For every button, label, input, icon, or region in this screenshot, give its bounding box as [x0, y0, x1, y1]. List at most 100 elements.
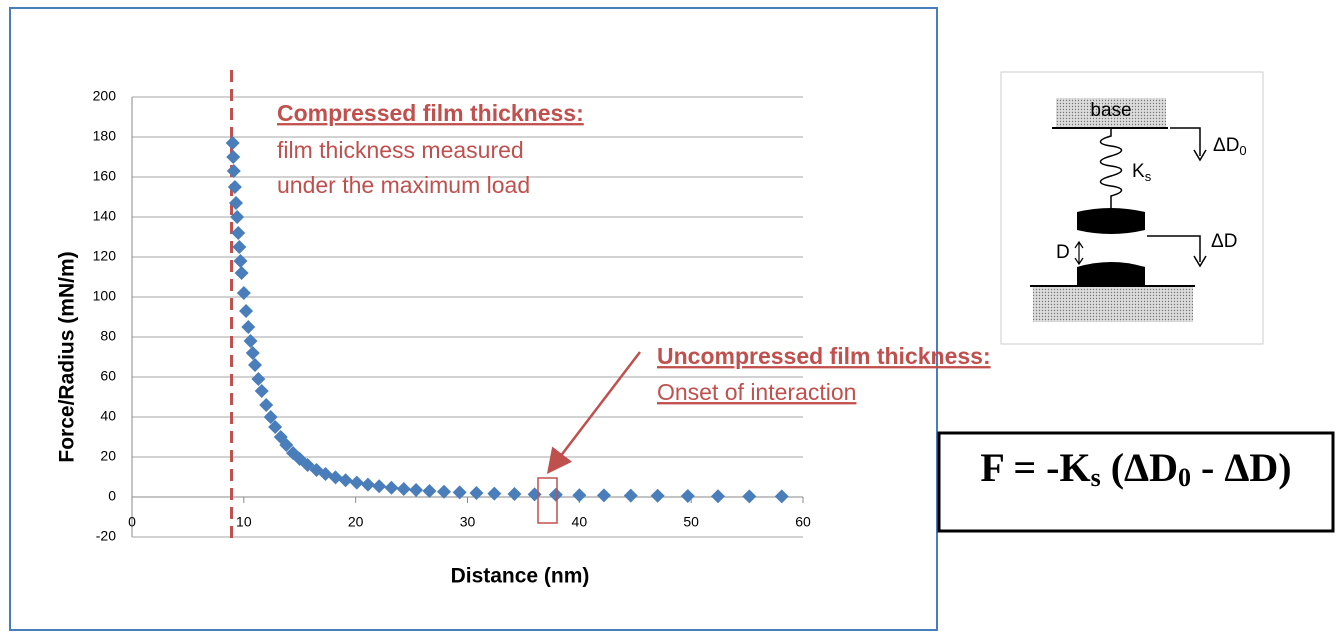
point — [226, 150, 241, 164]
point — [234, 266, 249, 280]
sub: s — [1145, 169, 1152, 184]
f: F = -K — [980, 445, 1090, 490]
y-tick-label: 200 — [93, 88, 117, 104]
arrow — [1147, 235, 1207, 268]
point — [372, 479, 387, 494]
point — [254, 384, 269, 398]
point — [236, 286, 251, 300]
point — [229, 196, 244, 210]
arrow — [1170, 127, 1207, 162]
y-tick-label: -20 — [96, 528, 116, 544]
y-tick-label: 80 — [100, 328, 116, 344]
formula-box — [937, 431, 1335, 533]
point — [243, 334, 258, 348]
diagram: base Ks ΔD0 ΔD D — [1000, 71, 1264, 345]
point — [572, 488, 587, 503]
y-tick-label: 40 — [100, 408, 116, 424]
x-tick-label: 10 — [236, 514, 252, 530]
gap-arrow — [1074, 240, 1084, 266]
point — [349, 475, 364, 490]
floor-block — [1033, 286, 1193, 322]
y-tick-label: 0 — [108, 488, 116, 504]
spring — [1099, 128, 1123, 208]
x-tick-label: 60 — [795, 514, 811, 530]
point — [623, 488, 638, 503]
point — [437, 484, 452, 499]
point — [263, 410, 278, 424]
point — [487, 486, 502, 501]
point — [507, 487, 522, 501]
annotation-title: Compressed film thickness: — [277, 100, 584, 126]
point — [360, 477, 375, 492]
annotations: Compressed film thickness: film thicknes… — [277, 100, 991, 405]
x-axis-label: Distance (nm) — [451, 565, 590, 588]
sub: 0 — [1178, 463, 1191, 492]
point — [396, 482, 411, 496]
point — [548, 487, 563, 502]
point — [742, 489, 757, 504]
highlight-box — [537, 477, 558, 524]
y-tick-label: 180 — [93, 128, 117, 144]
point — [596, 488, 611, 503]
lower-surface — [1077, 262, 1145, 285]
f: - ΔD) — [1191, 445, 1292, 490]
point — [268, 420, 283, 434]
point — [259, 398, 274, 412]
f: (ΔD — [1101, 445, 1178, 490]
point — [409, 483, 424, 497]
x-tick-label: 50 — [683, 514, 699, 530]
point — [452, 485, 467, 500]
y-tick-label: 120 — [93, 248, 117, 264]
point — [338, 473, 353, 488]
spring-label: Ks — [1132, 161, 1152, 184]
y-axis-label: Force/Radius (mN/m) — [56, 251, 79, 462]
x-tick-label: 30 — [460, 514, 476, 530]
point — [232, 240, 247, 254]
point — [231, 226, 246, 240]
base-block — [1056, 98, 1166, 127]
point — [469, 486, 484, 500]
point — [251, 372, 266, 386]
point — [227, 180, 242, 194]
x-tick-label: 20 — [348, 514, 364, 530]
point — [241, 320, 256, 334]
point — [245, 346, 260, 360]
formula: F = -Ks (ΔD0 - ΔD) — [980, 445, 1291, 492]
point — [279, 438, 294, 452]
base-label: base — [1090, 100, 1131, 121]
y-tick-label: 100 — [93, 288, 117, 304]
annotation-text: Onset of interaction — [657, 379, 856, 405]
y-tick-label: 160 — [93, 168, 117, 184]
upper-surface — [1077, 208, 1145, 234]
annotation-text: under the maximum load — [277, 172, 530, 198]
point — [239, 304, 254, 318]
point — [226, 164, 241, 178]
point — [711, 489, 726, 504]
point — [230, 210, 245, 224]
point — [680, 489, 695, 503]
annotation-title: Uncompressed film thickness: — [657, 343, 991, 369]
plot: -20 0 20 40 60 80 100 120 140 160 180 200 0 10 20 30 40 5… — [93, 70, 811, 544]
shift-label: ΔD0 — [1213, 135, 1247, 158]
point — [650, 488, 665, 503]
y-tick-label: 140 — [93, 208, 117, 224]
point — [248, 358, 263, 372]
x-tick-label: 40 — [572, 514, 588, 530]
point — [774, 489, 789, 504]
sub: s — [1091, 463, 1101, 492]
y-tick-label: 60 — [100, 368, 116, 384]
shift-label: ΔD — [1211, 231, 1237, 252]
sub: 0 — [1239, 143, 1246, 158]
y-tick-label: 20 — [100, 448, 116, 464]
d0: ΔD — [1213, 135, 1239, 156]
annotation-text: film thickness measured — [277, 137, 524, 163]
point — [422, 484, 437, 498]
chart-frame — [9, 7, 938, 631]
arrow — [546, 351, 641, 474]
x-tick-label: 0 — [128, 514, 136, 530]
point — [233, 254, 248, 268]
point — [225, 136, 240, 150]
k: K — [1132, 161, 1145, 182]
